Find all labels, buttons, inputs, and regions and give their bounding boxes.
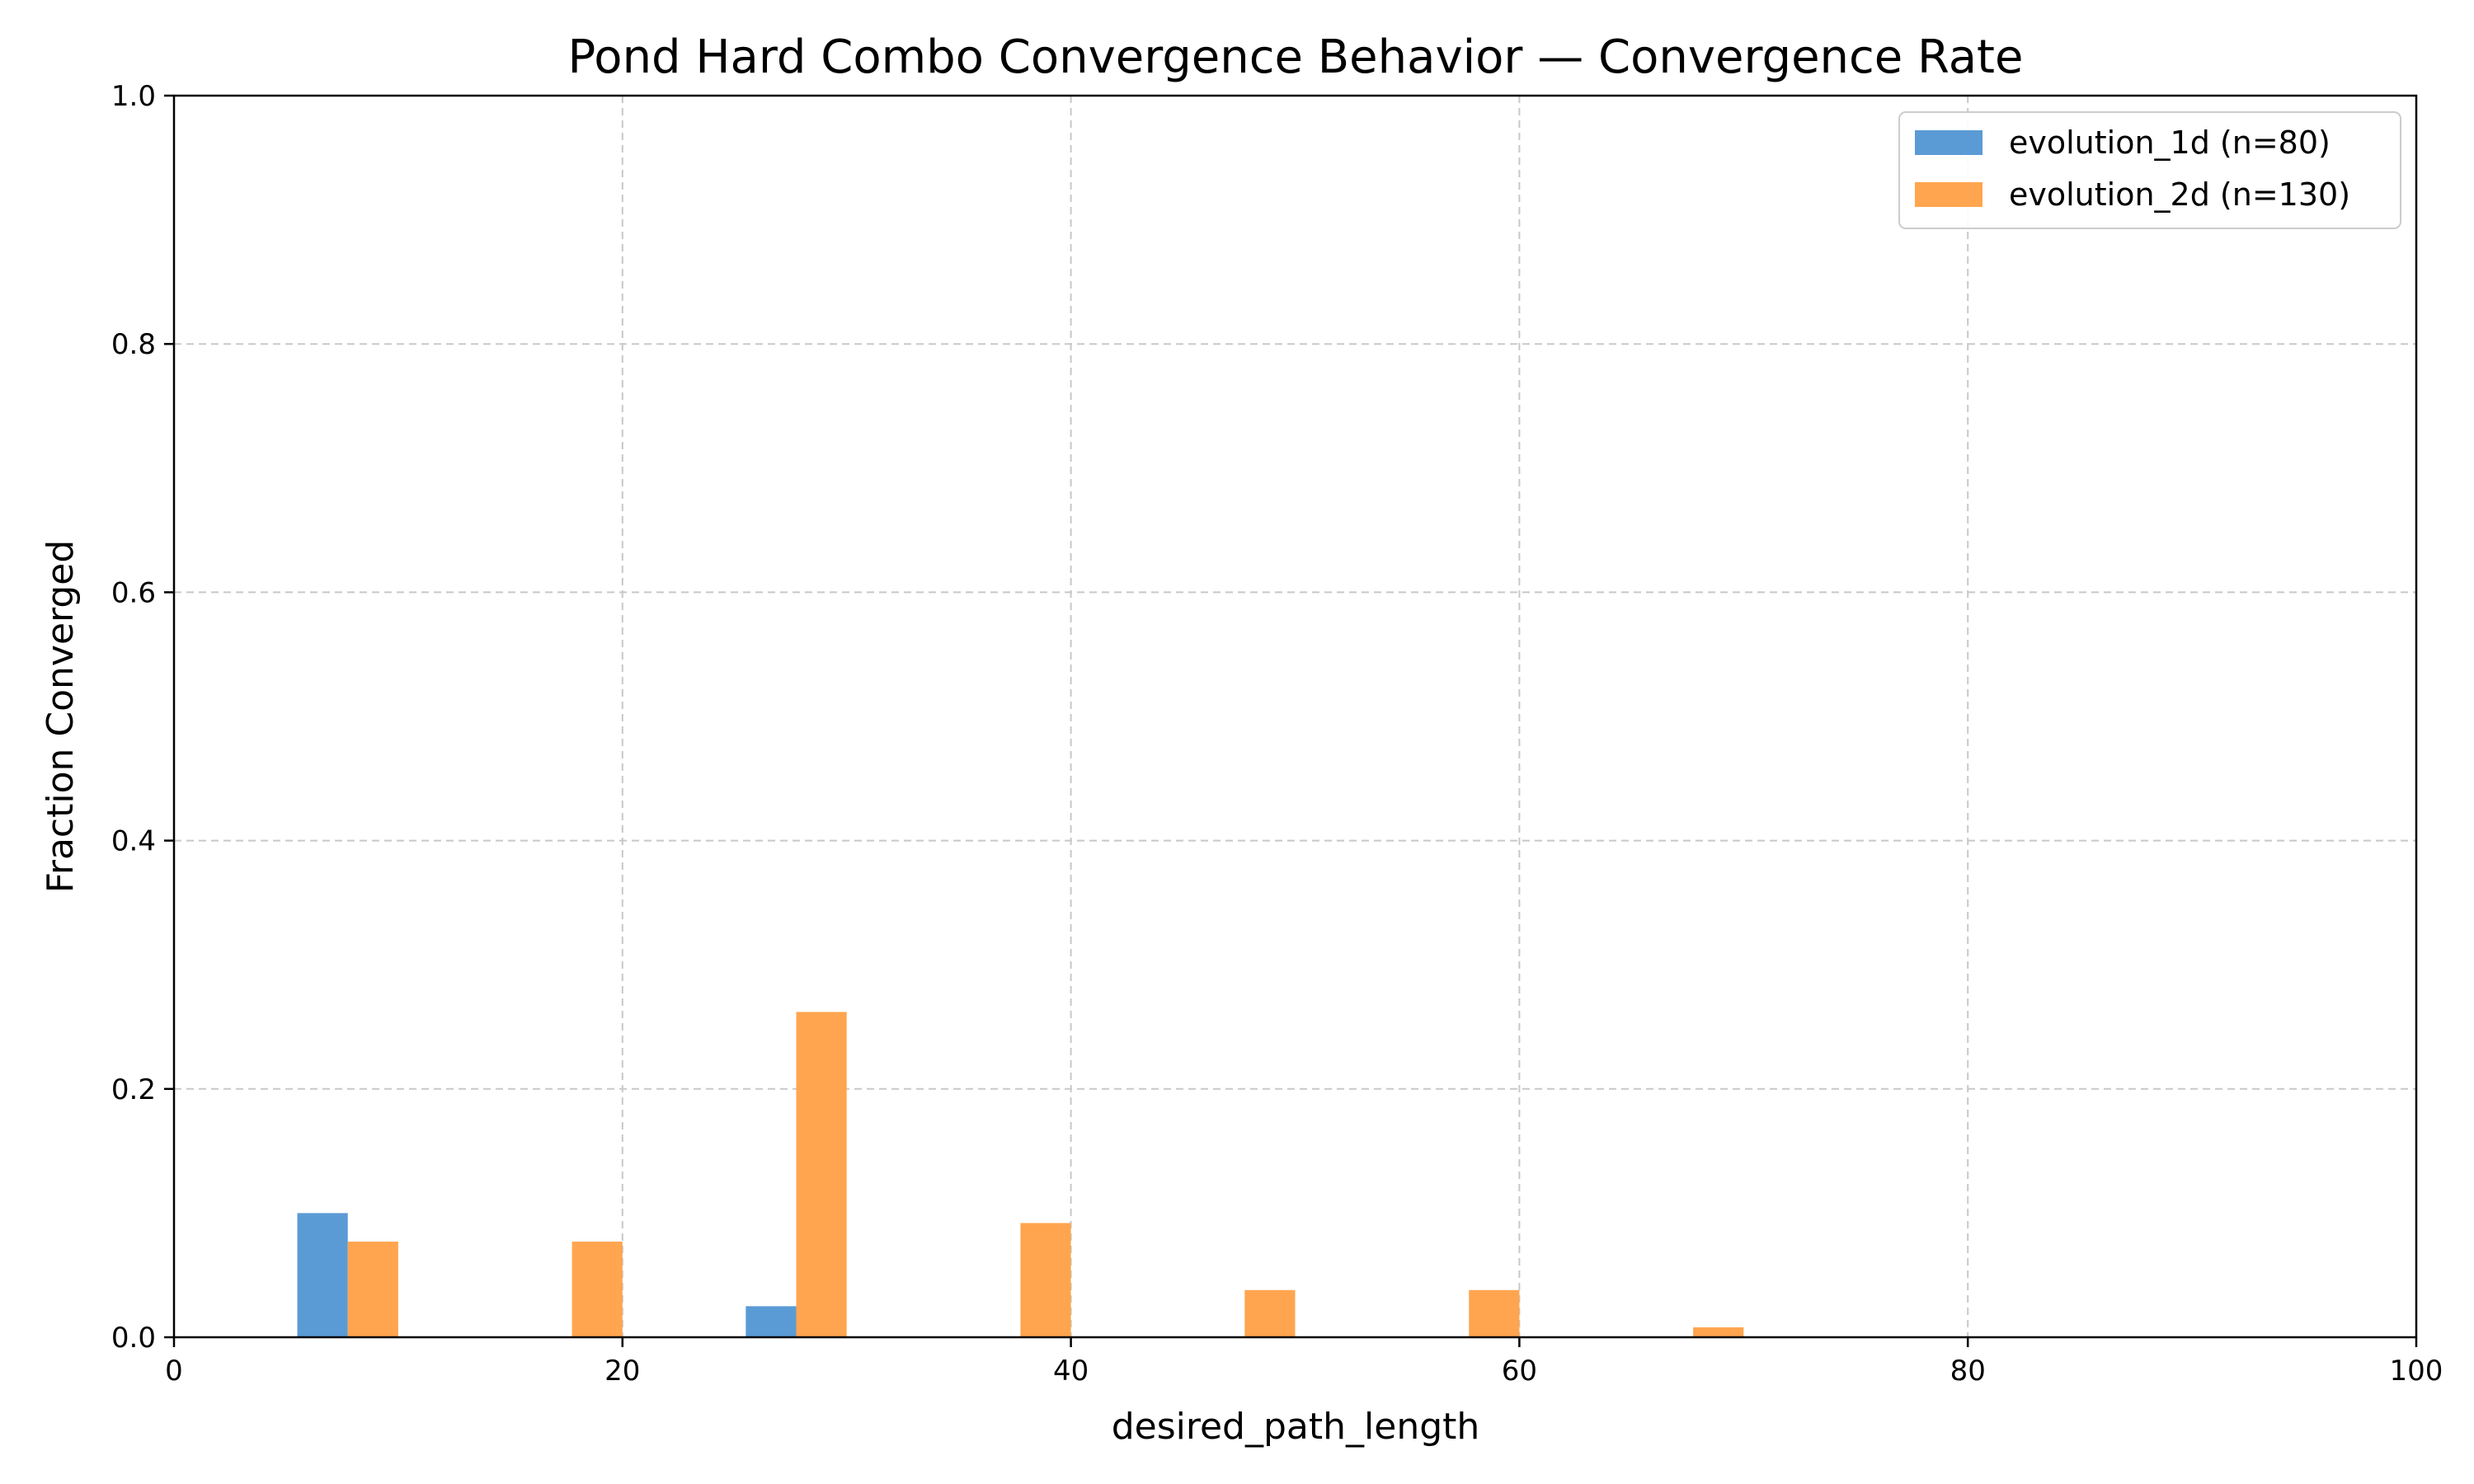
y-tick-label: 0.4	[111, 825, 156, 858]
x-tick-label: 80	[1950, 1355, 1986, 1388]
bar-series-2	[796, 1012, 847, 1337]
legend-label: evolution_2d (n=130)	[2009, 176, 2350, 213]
plot-frame	[172, 94, 2418, 1339]
legend-box	[1898, 111, 2401, 229]
x-axis: 0 20 40 60 80 100	[165, 1337, 2443, 1388]
x-tick-label: 0	[165, 1355, 183, 1388]
legend-label: evolution_1d (n=80)	[2009, 124, 2331, 161]
bar-series-2	[1693, 1327, 1744, 1337]
bar-series-2	[347, 1242, 398, 1337]
y-tick-label: 0.8	[111, 328, 156, 361]
x-tick-label: 100	[2390, 1355, 2443, 1388]
x-axis-label: desired_path_length	[1112, 1406, 1480, 1448]
y-tick-label: 0.6	[111, 576, 156, 609]
x-tick-label: 40	[1053, 1355, 1089, 1388]
bar-series-2	[1020, 1223, 1071, 1337]
y-tick-label: 1.0	[111, 80, 156, 113]
legend-swatch	[1915, 130, 1982, 155]
y-axis-label: Fraction Converged	[40, 540, 82, 894]
y-tick-label: 0.2	[111, 1073, 156, 1106]
x-tick-label: 60	[1502, 1355, 1537, 1388]
bars	[297, 1012, 1744, 1337]
bar-series-2	[1469, 1289, 1520, 1337]
legend-swatch	[1915, 182, 1982, 207]
bar-series-2	[571, 1242, 623, 1337]
chart-title: Pond Hard Combo Convergence Behavior — C…	[568, 31, 2024, 84]
bar-series-1	[297, 1213, 348, 1337]
bar-series-1	[745, 1306, 797, 1337]
legend: evolution_1d (n=80) evolution_2d (n=130)	[1898, 111, 2401, 229]
y-tick-label: 0.0	[111, 1322, 156, 1355]
x-tick-label: 20	[604, 1355, 640, 1388]
y-axis: 0.0 0.2 0.4 0.6 0.8 1.0	[111, 80, 174, 1355]
bar-series-2	[1244, 1289, 1296, 1337]
